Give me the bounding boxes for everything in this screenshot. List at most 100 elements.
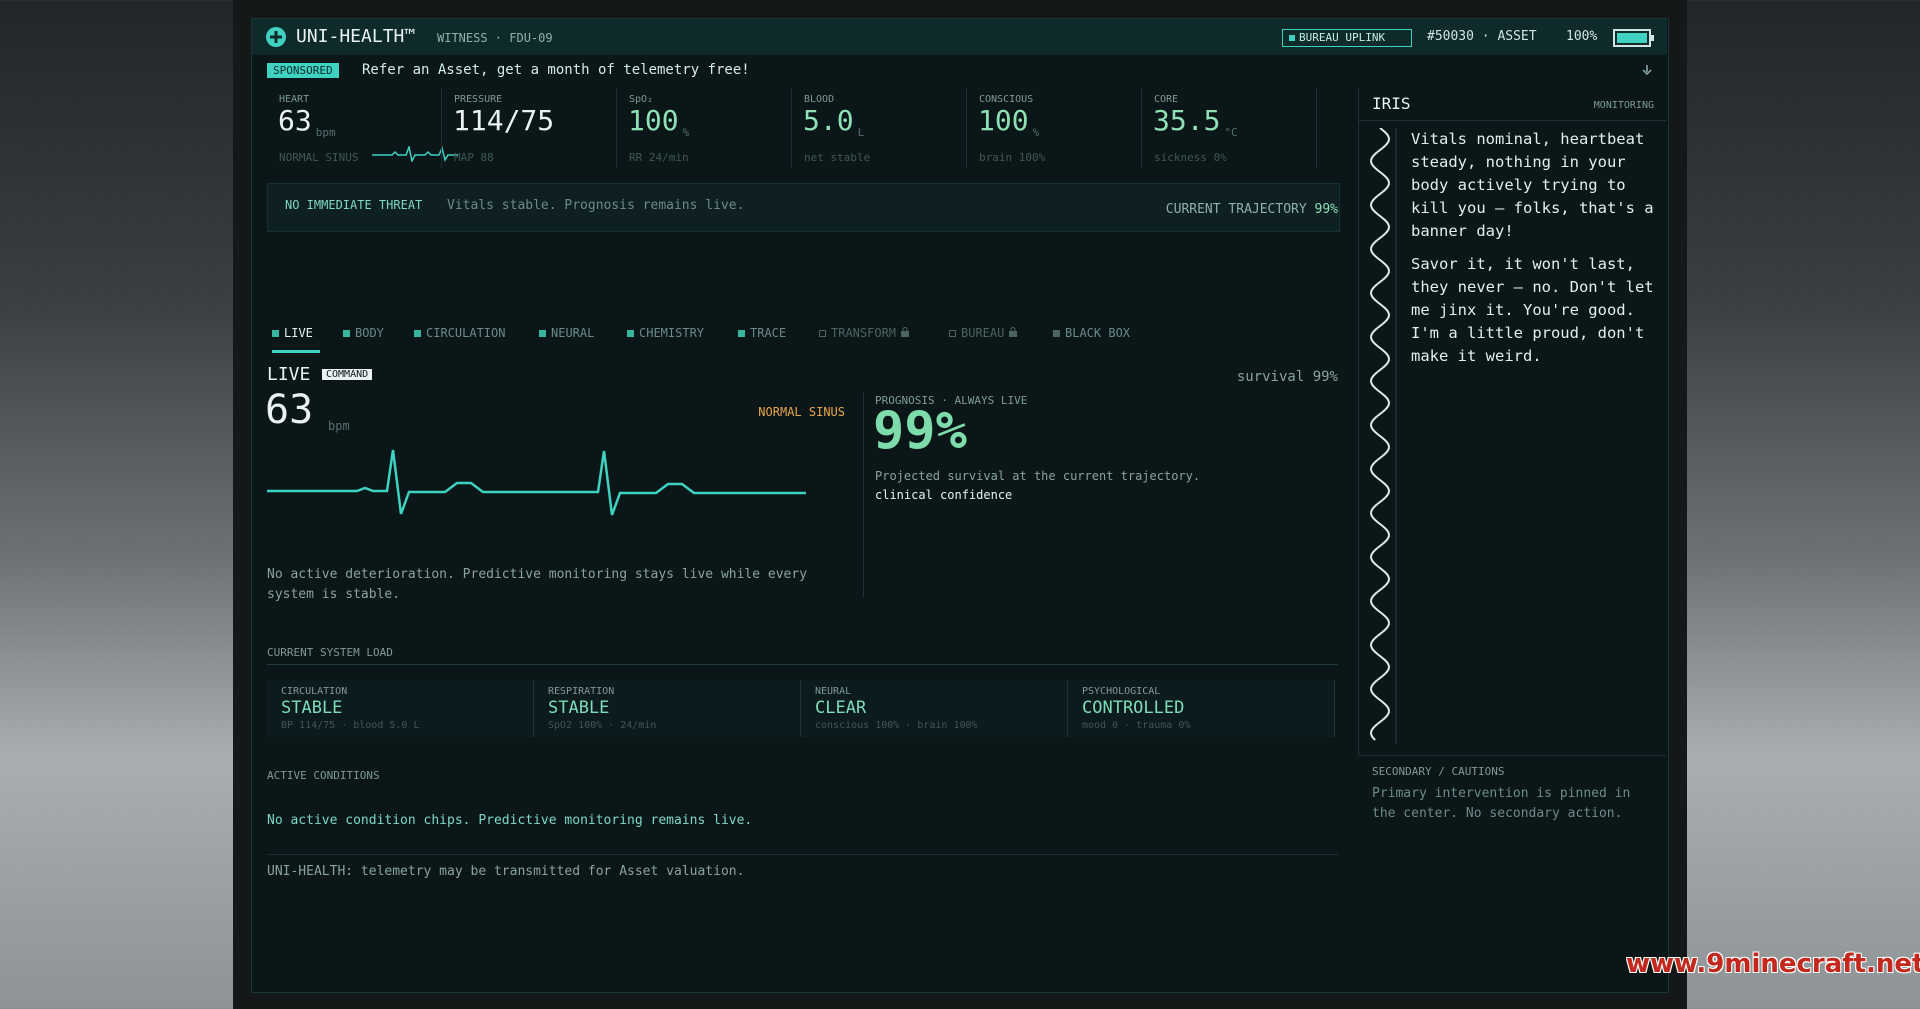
logo <box>266 27 286 47</box>
app-subtitle: WITNESS · FDU-09 <box>437 31 553 45</box>
vital-label: CORE <box>1154 94 1179 105</box>
secondary-title: SECONDARY / CAUTIONS <box>1372 765 1505 778</box>
load-cell <box>534 680 801 737</box>
tab-label: TRANSFORM <box>831 326 897 340</box>
vital-value: 100% <box>978 104 1039 139</box>
live-bpm-unit: bpm <box>328 419 350 433</box>
vital-cell <box>617 88 792 168</box>
tab-indicator <box>343 330 350 337</box>
vital-number: 100 <box>978 104 1029 137</box>
load-label: NEURAL <box>815 686 852 697</box>
vital-label: CONSCIOUS <box>979 94 1034 105</box>
load-label: CIRCULATION <box>281 686 348 697</box>
tab[interactable]: LIVE <box>272 326 313 340</box>
tab[interactable]: BUREAU <box>949 326 1018 340</box>
sponsored-tag: SPONSORED <box>267 63 339 78</box>
iris-status: MONITORING <box>1593 100 1654 111</box>
sponsored-text[interactable]: Refer an Asset, get a month of telemetry… <box>362 62 750 78</box>
secondary-rule <box>1359 755 1666 756</box>
threat-status: NO IMMEDIATE THREAT <box>285 198 423 212</box>
tab[interactable]: BODY <box>343 326 384 340</box>
load-label: PSYCHOLOGICAL <box>1082 686 1161 697</box>
tab-label: BLACK BOX <box>1065 326 1131 340</box>
vital-cell <box>442 88 617 168</box>
tab-label: LIVE <box>284 326 313 340</box>
vital-note: net stable <box>804 151 871 164</box>
tab-underline <box>272 350 320 353</box>
tab[interactable]: TRACE <box>738 326 786 340</box>
footer: UNI-HEALTH: telemetry may be transmitted… <box>267 864 745 879</box>
frame <box>251 18 1669 993</box>
trajectory: CURRENT TRAJECTORY 99% <box>1166 202 1338 217</box>
vital-cell <box>1142 88 1317 168</box>
iris-wave <box>1370 128 1397 744</box>
prognosis-label: PROGNOSIS · ALWAYS LIVE <box>875 394 1028 407</box>
battery-label: 100% <box>1566 29 1598 44</box>
vital-value: 100% <box>628 104 689 139</box>
watermark: www.9minecraft.net <box>1626 949 1920 979</box>
vital-label: SpO₂ <box>629 94 654 105</box>
load-cell <box>267 680 534 737</box>
collapse-icon[interactable] <box>1641 64 1653 76</box>
tab-indicator <box>627 330 634 337</box>
load-status: CONTROLLED <box>1082 698 1185 718</box>
header-bar <box>252 19 1667 55</box>
load-cell <box>801 680 1068 737</box>
tab-label: BODY <box>355 326 384 340</box>
confidence: clinical confidence <box>875 488 1013 502</box>
tab-indicator <box>1053 330 1060 337</box>
live-divider <box>863 392 864 598</box>
threat-text: Vitals stable. Prognosis remains live. <box>447 198 745 213</box>
vital-value: 63 bpm <box>278 104 336 139</box>
vital-value: 35.5 °C <box>1153 104 1238 139</box>
sidebar-border <box>1358 88 1359 756</box>
conditions-rule <box>267 854 1338 855</box>
vital-number: 5.0 <box>803 104 854 137</box>
tab-label: TRACE <box>750 326 787 340</box>
lock-icon <box>901 327 910 337</box>
vital-unit: % <box>1032 126 1040 139</box>
tab[interactable]: CHEMISTRY <box>627 326 704 340</box>
tab[interactable]: CIRCULATION <box>414 326 505 340</box>
vital-number: 35.5 <box>1153 104 1221 137</box>
vital-note: MAP 88 <box>454 151 494 164</box>
trajectory-label: CURRENT TRAJECTORY <box>1165 202 1307 217</box>
trajectory-value: 99% <box>1314 202 1338 217</box>
iris-message: Vitals nominal, heartbeat steady, nothin… <box>1411 130 1654 240</box>
vital-unit: °C <box>1224 126 1238 139</box>
load-status: STABLE <box>548 698 610 718</box>
survival: survival 99% <box>1236 369 1338 385</box>
load-detail: mood 0 · trauma 0% <box>1082 720 1191 731</box>
tab[interactable]: BLACK BOX <box>1053 326 1130 340</box>
asset-id: #50030 · ASSET <box>1427 29 1537 44</box>
tab[interactable]: TRANSFORM <box>819 326 910 340</box>
iris-message: Savor it, it won't last, they never — no… <box>1411 255 1654 365</box>
lock-icon <box>1009 327 1018 337</box>
app-title: UNI-HEALTH™ <box>296 26 416 47</box>
battery-icon <box>1613 29 1654 47</box>
tab-label: BUREAU <box>961 326 1005 340</box>
load-detail: SpO2 100% · 24/min <box>548 720 657 731</box>
conditions-text: No active condition chips. Predictive mo… <box>267 813 753 828</box>
vital-value: 5.0 L <box>803 104 864 139</box>
vital-note: sickness 0% <box>1154 151 1227 164</box>
vital-cell <box>267 88 442 168</box>
load-status: STABLE <box>281 698 343 718</box>
live-title: LIVE <box>267 364 311 385</box>
vital-number: 114/75 <box>453 104 555 137</box>
tab-indicator <box>272 330 279 337</box>
load-detail: BP 114/75 · blood 5.0 L <box>281 720 420 731</box>
prognosis-text: Projected survival at the current trajec… <box>875 469 1201 483</box>
tab-label: CHEMISTRY <box>639 326 705 340</box>
load-rule <box>267 664 1338 665</box>
tab-label: NEURAL <box>551 326 595 340</box>
threat-box <box>267 183 1340 232</box>
tab-indicator <box>539 330 546 337</box>
vital-note: brain 100% <box>979 151 1046 164</box>
vital-value: 114/75 <box>453 104 554 137</box>
tab-indicator <box>414 330 421 337</box>
vital-note: RR 24/min <box>629 151 689 164</box>
tab-indicator <box>819 330 826 337</box>
tab[interactable]: NEURAL <box>539 326 594 340</box>
